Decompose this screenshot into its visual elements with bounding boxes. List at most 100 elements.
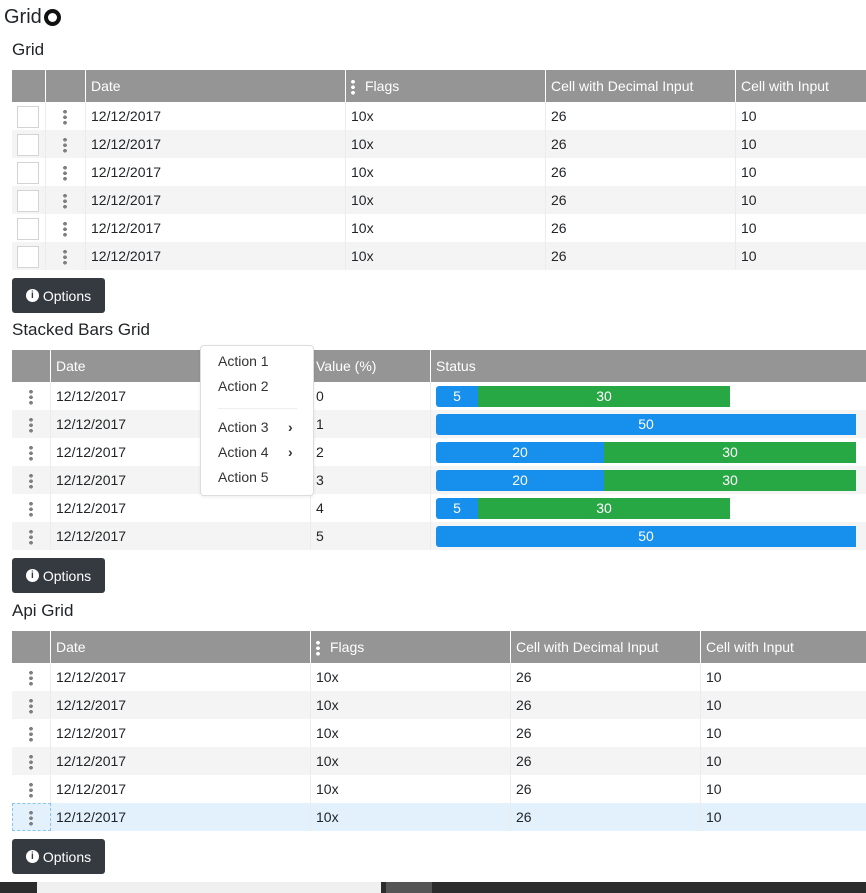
table-row[interactable]: 12/12/2017 10x 26 10 <box>12 691 866 719</box>
table-row[interactable]: 12/12/2017 10x 26 10 <box>12 663 866 691</box>
taskbar-app[interactable] <box>386 882 432 893</box>
bar-segment-blue: 20 <box>436 470 604 491</box>
table-row[interactable]: 12/12/2017 10x 26 10 <box>12 214 866 242</box>
value-value: 5 <box>316 528 324 544</box>
column-header[interactable]: Cell with Decimal Input <box>546 70 736 102</box>
menu-item-label: Action 2 <box>218 378 269 394</box>
row-checkbox[interactable] <box>17 246 39 269</box>
column-header[interactable] <box>12 631 51 663</box>
row-menu-icon[interactable] <box>29 473 33 490</box>
column-header[interactable]: Date <box>86 70 346 102</box>
column-header[interactable]: Cell with Input <box>701 631 866 663</box>
decimal-value: 26 <box>551 192 567 208</box>
row-menu-icon[interactable] <box>29 670 33 687</box>
row-menu-cell <box>12 438 51 466</box>
menu-item-action-5[interactable]: Action 5 <box>218 469 308 485</box>
column-menu-icon[interactable] <box>351 79 355 96</box>
column-header[interactable]: Status <box>431 350 866 382</box>
decimal-value: 26 <box>551 248 567 264</box>
info-icon: i <box>25 289 39 302</box>
row-menu-icon[interactable] <box>29 445 33 462</box>
column-header[interactable] <box>46 70 86 102</box>
row-menu-icon[interactable] <box>29 782 33 799</box>
row-menu-icon[interactable] <box>29 726 33 743</box>
table-row[interactable]: 12/12/2017 3 20 30 <box>12 466 866 494</box>
menu-item-label: Action 3 <box>218 419 269 435</box>
flags-cell: 10x <box>346 186 546 214</box>
column-header[interactable]: Cell with Decimal Input <box>511 631 701 663</box>
table-row[interactable]: 12/12/2017 10x 26 10 <box>12 803 866 831</box>
value-value: 0 <box>316 388 324 404</box>
column-header[interactable] <box>12 350 51 382</box>
row-checkbox[interactable] <box>17 190 39 213</box>
table-row[interactable]: 12/12/2017 2 20 30 <box>12 438 866 466</box>
row-menu-icon[interactable] <box>63 249 67 266</box>
table-row[interactable]: 12/12/2017 10x 26 10 <box>12 747 866 775</box>
row-menu-icon[interactable] <box>29 417 33 434</box>
column-header[interactable]: Cell with Input <box>736 70 866 102</box>
table-row[interactable]: 12/12/2017 10x 26 10 <box>12 775 866 803</box>
table-row[interactable]: 12/12/2017 10x 26 10 <box>12 186 866 214</box>
row-menu-icon[interactable] <box>29 810 33 827</box>
flags-cell: 10x <box>311 691 511 719</box>
column-header[interactable]: Flags <box>311 631 511 663</box>
table-row[interactable]: 12/12/2017 10x 26 10 <box>12 158 866 186</box>
column-header[interactable]: Date <box>51 631 311 663</box>
stacked-bar: 50 <box>436 526 856 547</box>
date-value: 12/12/2017 <box>91 192 162 208</box>
date-cell: 12/12/2017 <box>51 719 311 747</box>
row-menu-icon[interactable] <box>63 109 67 126</box>
flags-value: 10x <box>316 753 339 769</box>
table-row[interactable]: 12/12/2017 0 5 30 <box>12 382 866 410</box>
date-value: 12/12/2017 <box>56 416 127 432</box>
input-cell: 10 <box>701 691 866 719</box>
date-cell: 12/12/2017 <box>86 102 346 130</box>
value-value: 2 <box>316 444 324 460</box>
github-icon[interactable] <box>43 9 61 26</box>
table-row[interactable]: 12/12/2017 10x 26 10 <box>12 242 866 270</box>
table-row[interactable]: 12/12/2017 5 50 <box>12 522 866 550</box>
table-row[interactable]: 12/12/2017 4 5 30 <box>12 494 866 522</box>
api-options-button[interactable]: i Options <box>12 839 105 874</box>
row-menu-icon[interactable] <box>63 221 67 238</box>
grid-options-button[interactable]: i Options <box>12 278 105 313</box>
menu-item-action-2[interactable]: Action 2 <box>218 378 308 394</box>
row-menu-icon[interactable] <box>63 165 67 182</box>
input-cell: 10 <box>701 803 866 831</box>
row-menu-icon[interactable] <box>29 754 33 771</box>
table-row[interactable]: 12/12/2017 10x 26 10 <box>12 130 866 158</box>
row-menu-cell <box>12 663 51 691</box>
value-cell: 5 <box>311 522 431 550</box>
column-header-label: Date <box>56 639 86 655</box>
menu-item-action-1[interactable]: Action 1 <box>218 353 308 369</box>
header-row: Date Flags Cell with Decimal Input Cell wit… <box>12 631 866 663</box>
row-checkbox[interactable] <box>17 134 39 157</box>
row-menu-icon[interactable] <box>29 389 33 406</box>
stacked-bar: 20 30 <box>436 442 856 463</box>
row-checkbox[interactable] <box>17 106 39 129</box>
status-cell: 50 <box>431 522 866 550</box>
stacked-options-button[interactable]: i Options <box>12 558 105 593</box>
table-row[interactable]: 12/12/2017 10x 26 10 <box>12 102 866 130</box>
row-checkbox[interactable] <box>17 218 39 241</box>
date-value: 12/12/2017 <box>56 725 127 741</box>
column-menu-icon[interactable] <box>316 640 320 657</box>
column-header[interactable]: Flags <box>346 70 546 102</box>
row-menu-icon[interactable] <box>29 501 33 518</box>
column-header[interactable]: Value (%) <box>311 350 431 382</box>
menu-item-action-3[interactable]: Action 3 › <box>218 419 308 435</box>
row-menu-icon[interactable] <box>29 698 33 715</box>
date-value: 12/12/2017 <box>56 753 127 769</box>
row-checkbox[interactable] <box>17 162 39 185</box>
row-menu-icon[interactable] <box>29 529 33 546</box>
status-cell: 5 30 <box>431 382 866 410</box>
column-header[interactable] <box>12 70 46 102</box>
taskbar-search[interactable] <box>37 882 381 893</box>
flags-value: 10x <box>351 136 374 152</box>
row-menu-icon[interactable] <box>63 137 67 154</box>
row-menu-icon[interactable] <box>63 193 67 210</box>
table-row[interactable]: 12/12/2017 1 50 <box>12 410 866 438</box>
menu-item-action-4[interactable]: Action 4 › <box>218 444 308 460</box>
table-row[interactable]: 12/12/2017 10x 26 10 <box>12 719 866 747</box>
input-value: 10 <box>706 809 722 825</box>
